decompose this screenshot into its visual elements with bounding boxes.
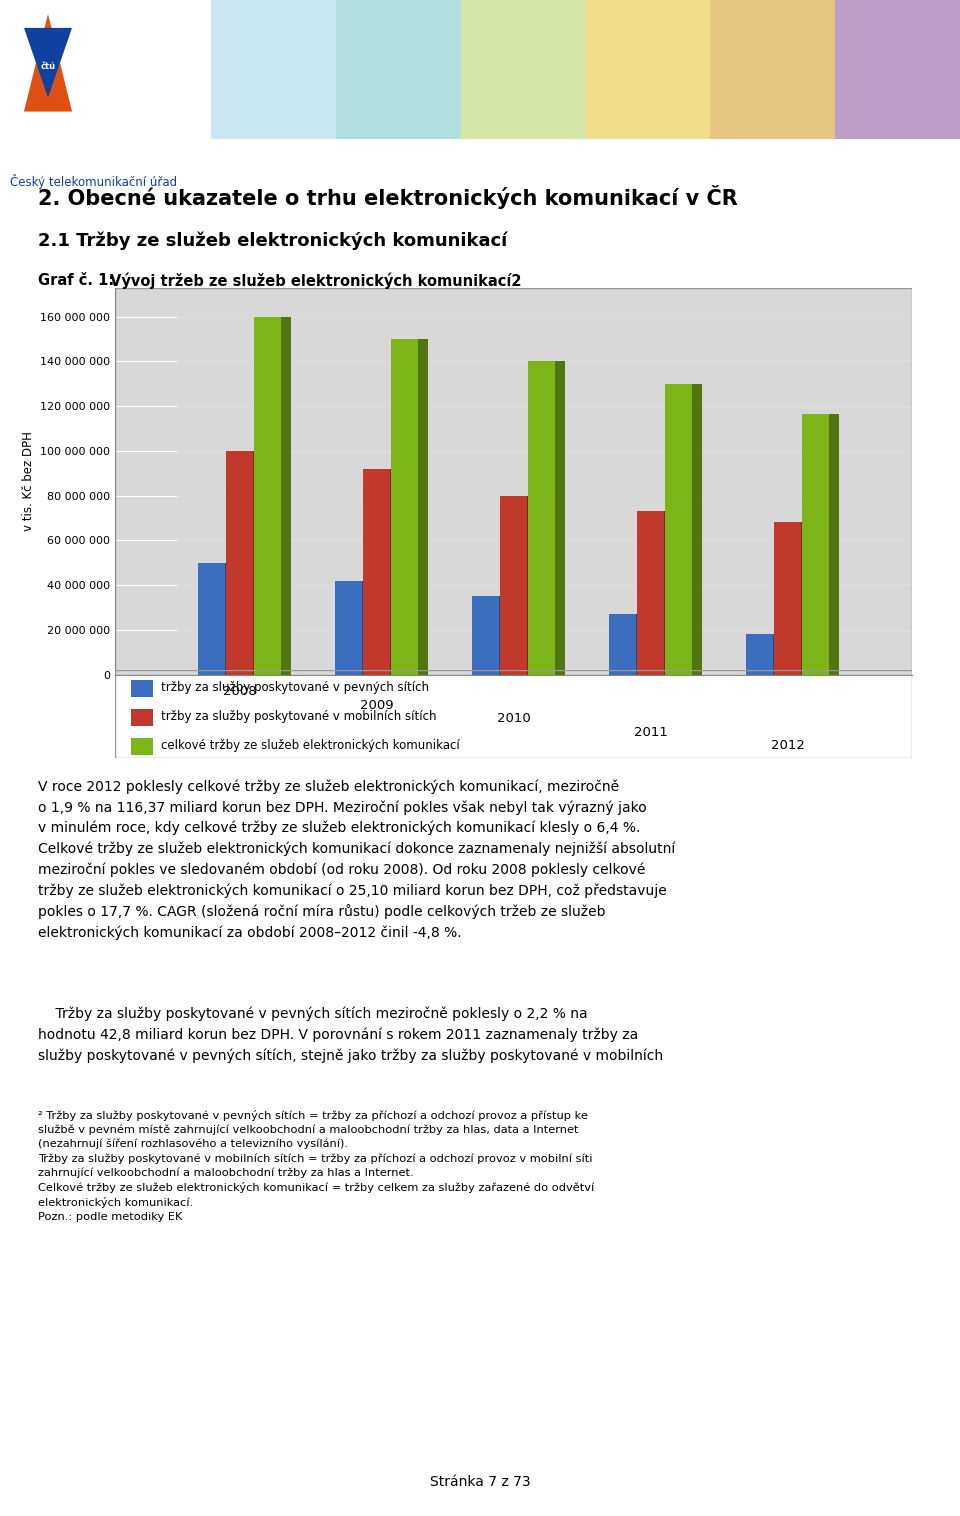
Polygon shape	[500, 496, 527, 675]
Polygon shape	[802, 523, 811, 675]
Polygon shape	[24, 14, 72, 112]
Polygon shape	[746, 634, 773, 675]
Polygon shape	[419, 340, 428, 675]
Polygon shape	[829, 414, 839, 675]
Bar	[132, 709, 154, 726]
Bar	[132, 679, 154, 697]
Text: tržby za služby poskytované v mobilních sítích: tržby za služby poskytované v mobilních …	[161, 709, 437, 723]
Polygon shape	[773, 634, 783, 675]
Bar	[461, 0, 586, 139]
Polygon shape	[362, 581, 372, 675]
Text: 2.1 Tržby ze služeb elektronických komunikací: 2.1 Tržby ze služeb elektronických komun…	[38, 232, 508, 250]
Text: Český telekomunikační úřad: Český telekomunikační úřad	[10, 174, 177, 190]
Text: Vývoj tržeb ze služeb elektronických komunikací2: Vývoj tržeb ze služeb elektronických kom…	[110, 273, 522, 290]
Polygon shape	[335, 581, 362, 675]
Bar	[710, 0, 835, 139]
Polygon shape	[226, 562, 235, 675]
Polygon shape	[774, 523, 802, 675]
Polygon shape	[363, 468, 391, 675]
Bar	[132, 738, 154, 755]
Polygon shape	[391, 468, 400, 675]
Bar	[336, 0, 461, 139]
Polygon shape	[609, 614, 636, 675]
Text: čtú: čtú	[40, 62, 56, 71]
Polygon shape	[802, 414, 829, 675]
Polygon shape	[472, 596, 499, 675]
Polygon shape	[636, 511, 664, 675]
Bar	[211, 0, 336, 139]
Text: celkové tržby ze služeb elektronických komunikací: celkové tržby ze služeb elektronických k…	[161, 740, 460, 752]
Polygon shape	[664, 511, 674, 675]
Polygon shape	[636, 614, 646, 675]
Polygon shape	[528, 361, 555, 675]
Polygon shape	[555, 361, 565, 675]
Polygon shape	[226, 450, 253, 675]
Bar	[0, 0, 211, 139]
Bar	[586, 0, 710, 139]
Y-axis label: v tis. Kč bez DPH: v tis. Kč bez DPH	[22, 432, 35, 531]
Text: Stránka 7 z 73: Stránka 7 z 73	[430, 1475, 530, 1489]
Polygon shape	[254, 317, 281, 675]
Polygon shape	[692, 384, 702, 675]
Polygon shape	[665, 384, 692, 675]
Polygon shape	[281, 317, 292, 675]
Text: 2. Obecné ukazatele o trhu elektronických komunikací v ČR: 2. Obecné ukazatele o trhu elektronickýc…	[38, 185, 738, 209]
Polygon shape	[499, 596, 509, 675]
Polygon shape	[253, 450, 263, 675]
Polygon shape	[198, 562, 226, 675]
Text: tržby za služby poskytované v pevných sítích: tržby za služby poskytované v pevných sí…	[161, 681, 429, 694]
Text: ² Tržby za služby poskytované v pevných sítích = tržby za příchozí a odchozí pro: ² Tržby za služby poskytované v pevných …	[38, 1110, 594, 1222]
Text: V roce 2012 poklesly celkové tržby ze služeb elektronických komunikací, meziročn: V roce 2012 poklesly celkové tržby ze sl…	[38, 779, 676, 940]
Bar	[835, 0, 960, 139]
Polygon shape	[527, 496, 538, 675]
Text: Graf č. 1:: Graf č. 1:	[38, 273, 114, 288]
Polygon shape	[24, 27, 72, 97]
Polygon shape	[391, 340, 419, 675]
Text: Tržby za služby poskytované v pevných sítích meziročně poklesly o 2,2 % na
hodno: Tržby za služby poskytované v pevných sí…	[38, 1007, 663, 1063]
